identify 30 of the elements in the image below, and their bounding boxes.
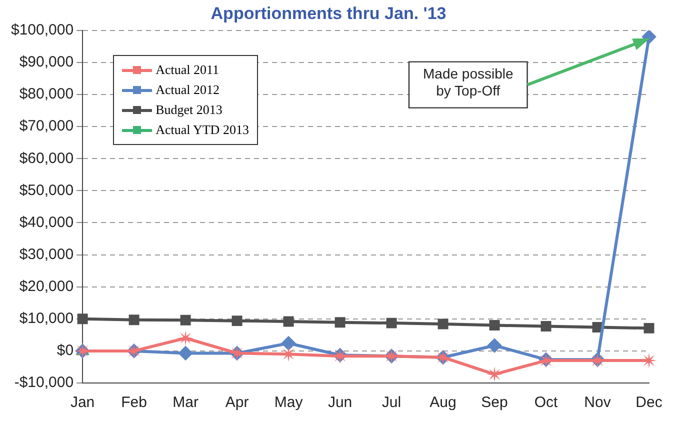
x-tick-label: Apr — [225, 394, 249, 412]
legend-label: Actual 2011 — [156, 62, 219, 78]
x-tick-label: Jul — [382, 394, 402, 412]
y-tick-label: $10,000 — [19, 310, 74, 328]
y-tick-label: $100,000 — [10, 22, 74, 39]
legend-label: Budget 2013 — [156, 102, 222, 118]
x-tick-label: Dec — [636, 394, 663, 412]
x-tick-label: Oct — [534, 394, 559, 412]
y-tick-label: $60,000 — [19, 150, 74, 167]
x-tick-label: Sep — [481, 394, 508, 412]
y-tick-label: $30,000 — [19, 246, 74, 263]
y-tick-label: $50,000 — [19, 182, 74, 199]
x-tick-label: Mar — [172, 394, 198, 412]
x-tick-label: May — [274, 394, 304, 412]
x-tick-label: Feb — [121, 394, 147, 412]
x-tick-label: Aug — [430, 394, 456, 412]
y-tick-label: $90,000 — [19, 54, 74, 71]
y-tick-label: $40,000 — [19, 214, 74, 231]
y-tick-label: -$10,000 — [14, 374, 74, 392]
x-tick-label: Nov — [584, 394, 612, 412]
annotation: Made possible by Top-Off — [422, 66, 514, 99]
legend-label: Actual 2012 — [156, 82, 220, 98]
legend-label: Actual YTD 2013 — [156, 122, 249, 138]
y-tick-label: $0 — [56, 342, 74, 360]
x-tick-label: Jan — [70, 394, 95, 412]
x-tick-label: Jun — [328, 394, 352, 412]
chart-title: Apportionments thru Jan. '13 — [210, 4, 446, 23]
y-tick-label: $20,000 — [19, 278, 74, 295]
y-tick-label: $70,000 — [19, 118, 74, 135]
y-tick-label: $80,000 — [19, 86, 74, 103]
